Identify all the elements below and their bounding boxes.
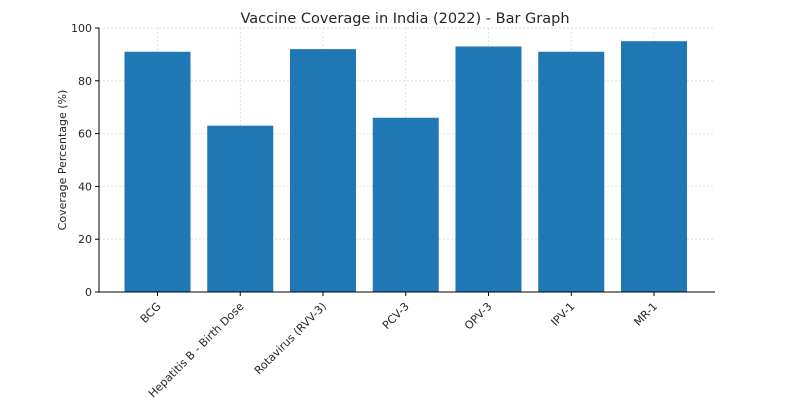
bar xyxy=(621,41,687,293)
x-tick-label: BCG xyxy=(138,300,164,326)
x-tick-label: PCV-3 xyxy=(380,300,412,332)
y-tick-label: 60 xyxy=(78,128,92,141)
x-tick-label: OPV-3 xyxy=(462,300,495,333)
bar xyxy=(455,46,522,293)
bars xyxy=(124,41,687,293)
bar xyxy=(124,51,191,293)
x-tick-label: Rotavirus (RVV-3) xyxy=(252,300,329,377)
chart-title: Vaccine Coverage in India (2022) - Bar G… xyxy=(240,11,569,27)
y-tick-label: 40 xyxy=(78,180,92,193)
bar xyxy=(372,117,439,292)
axes xyxy=(95,27,715,296)
y-tick-label: 0 xyxy=(85,286,92,299)
bar xyxy=(538,51,605,293)
y-tick-label: 80 xyxy=(78,75,92,88)
x-tick-label: IPV-1 xyxy=(549,300,578,329)
y-tick-label: 100 xyxy=(71,22,92,35)
bar xyxy=(207,125,274,293)
y-axis-title: Coverage Percentage (%) xyxy=(56,90,69,231)
bar xyxy=(290,49,356,293)
y-tick-labels: 0 20 40 60 80 100 xyxy=(71,22,92,299)
y-tick-label: 20 xyxy=(78,233,92,246)
x-tick-label: Hepatitis B - Birth Dose xyxy=(146,300,246,400)
x-tick-label: MR-1 xyxy=(631,300,660,329)
